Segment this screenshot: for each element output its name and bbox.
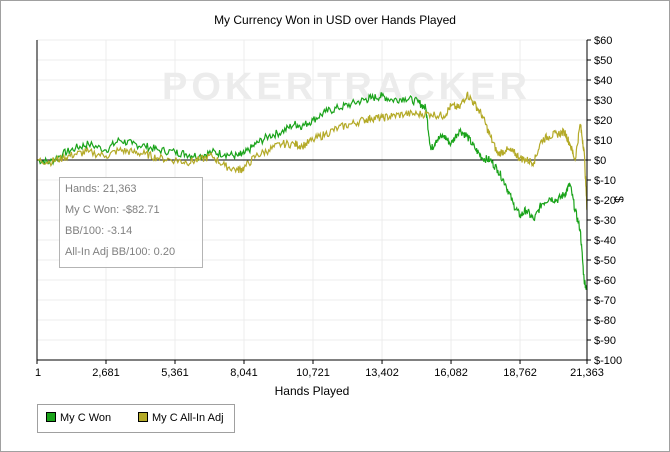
x-tick-label: 21,363	[570, 367, 604, 379]
legend-label: My C Won	[60, 412, 112, 424]
legend-swatch	[138, 412, 148, 422]
info-hands: Hands: 21,363	[65, 183, 137, 195]
series-line-my-c-all-in-adj	[36, 91, 588, 211]
y-axis-label: $	[612, 196, 626, 203]
y-tick-label: $-90	[594, 335, 616, 347]
legend-label: My C All-In Adj	[152, 412, 224, 424]
y-tick-label: $-10	[594, 175, 616, 187]
y-tick-label: $-100	[594, 355, 622, 367]
series-line-my-c-won	[36, 92, 588, 291]
pokertracker-watermark: POKERTRACKER	[162, 66, 531, 108]
x-tick-label: 2,681	[92, 367, 120, 379]
x-tick-label: 1	[35, 367, 41, 379]
x-tick-label: 5,361	[161, 367, 189, 379]
y-tick-label: $-50	[594, 255, 616, 267]
info-won: My C Won: -$82.71	[65, 204, 160, 216]
y-tick-label: $50	[594, 55, 612, 67]
x-tick-label: 8,041	[230, 367, 258, 379]
y-tick-label: $-20	[594, 195, 616, 207]
stats-info-box: Hands: 21,363 My C Won: -$82.71 BB/100: …	[59, 177, 203, 268]
x-tick-label: 10,721	[296, 367, 330, 379]
y-tick-label: $30	[594, 95, 612, 107]
series-lines	[36, 91, 588, 291]
y-tick-label: $-40	[594, 235, 616, 247]
y-tick-label: $0	[594, 155, 606, 167]
y-tick-label: $-60	[594, 275, 616, 287]
x-tick-label: 16,082	[434, 367, 468, 379]
chart-title: My Currency Won in USD over Hands Played	[214, 13, 456, 27]
x-tick-label: 13,402	[365, 367, 399, 379]
y-tick-label: $-80	[594, 315, 616, 327]
x-tick-label: 18,762	[503, 367, 537, 379]
legend-item-my-c-won[interactable]: My C Won	[46, 412, 111, 424]
x-axis-label: Hands Played	[274, 384, 350, 398]
legend-swatch	[46, 412, 56, 422]
axes: $60 $50 $40 $30 $20 $10 $0 $-10 $-20 $-30 $-40 $-50…	[35, 35, 622, 379]
y-tick-label: $-70	[594, 295, 616, 307]
y-tick-label: $10	[594, 135, 612, 147]
legend-item-my-c-all-in-adj[interactable]: My C All-In Adj	[138, 412, 224, 424]
info-bb100: BB/100: -3.14	[65, 225, 133, 237]
y-tick-label: $60	[594, 35, 612, 47]
y-tick-label: $-30	[594, 215, 616, 227]
y-tick-label: $40	[594, 75, 612, 87]
info-allin-bb100: All-In Adj BB/100: 0.20	[65, 246, 176, 258]
y-tick-label: $20	[594, 115, 612, 127]
chart-legend: My C Won My C All-In Adj	[37, 404, 235, 433]
